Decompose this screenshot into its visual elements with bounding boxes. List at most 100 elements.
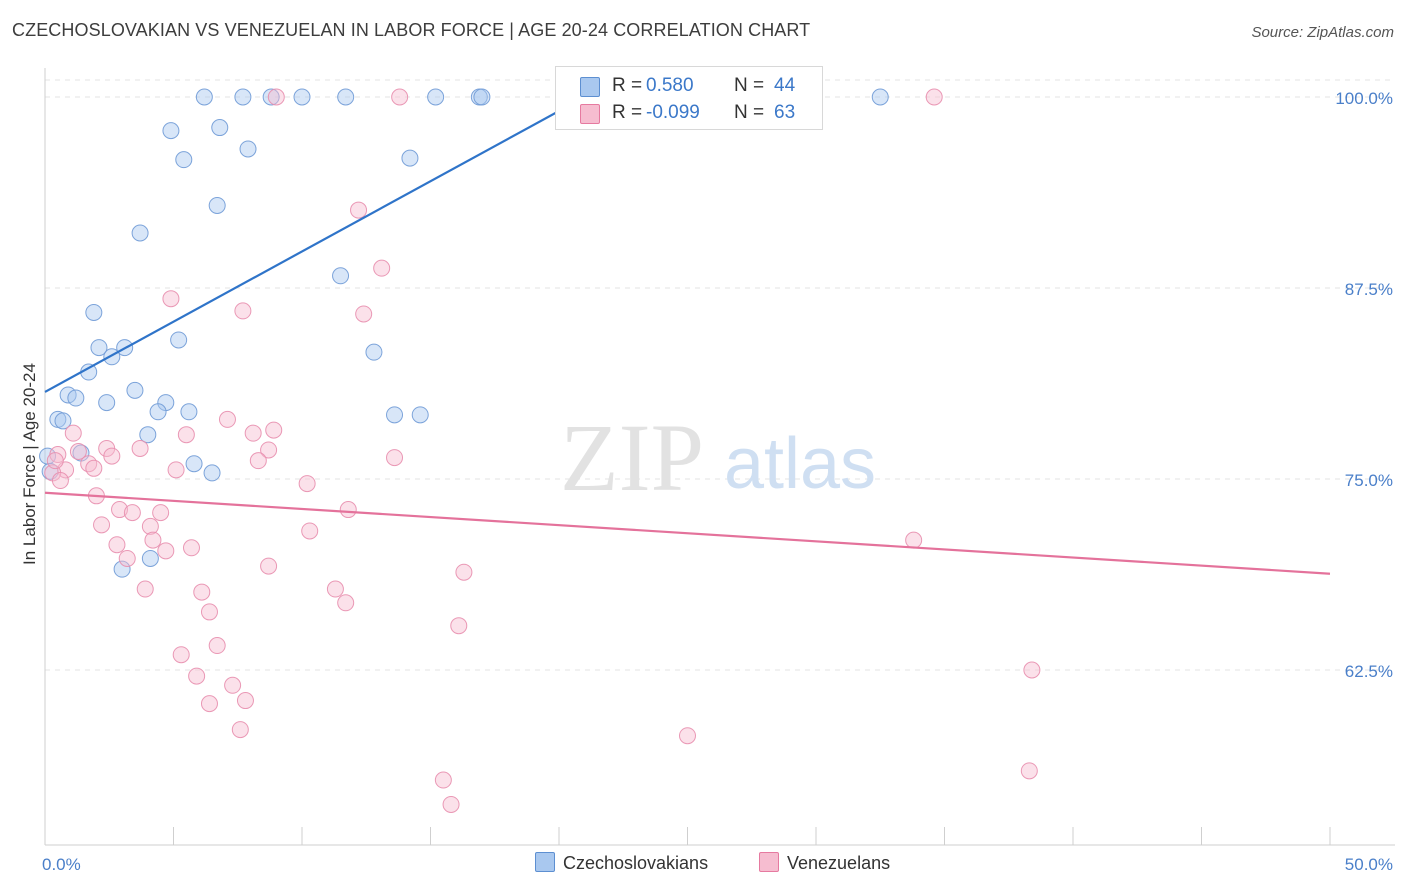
data-point <box>905 531 923 549</box>
chart-title: CZECHOSLOVAKIAN VS VENEZUELAN IN LABOR F… <box>12 20 811 40</box>
data-point <box>85 303 103 321</box>
data-point <box>267 88 285 106</box>
data-point <box>1020 762 1038 780</box>
data-points <box>39 88 1041 813</box>
watermark: ZIP atlas <box>560 404 876 511</box>
data-point <box>200 603 218 621</box>
data-point <box>118 549 136 567</box>
data-point <box>141 517 159 535</box>
y-tick-label: 87.5% <box>1345 280 1393 299</box>
data-point <box>64 424 82 442</box>
data-point <box>144 531 162 549</box>
data-point <box>139 426 157 444</box>
watermark-atlas: atlas <box>724 424 876 504</box>
legend-r-label: R = <box>612 102 643 123</box>
y-tick-label: 100.0% <box>1335 89 1393 108</box>
data-point <box>218 410 236 428</box>
series-legend-venezuelans: Venezuelans <box>759 852 890 874</box>
series-czechoslovakians <box>39 88 889 578</box>
data-point <box>386 449 404 467</box>
data-point <box>98 394 116 412</box>
data-point <box>365 343 383 361</box>
data-point <box>162 290 180 308</box>
data-point <box>152 504 170 522</box>
data-point <box>234 302 252 320</box>
y-tick-label: 75.0% <box>1345 471 1393 490</box>
data-point <box>260 557 278 575</box>
series-swatch-venezuelans <box>759 852 779 872</box>
data-point <box>260 441 278 459</box>
data-point <box>301 522 319 540</box>
legend-swatch-czechoslovakians <box>580 77 600 97</box>
legend-r-value: -0.099 <box>646 102 700 123</box>
data-point <box>149 403 167 421</box>
data-point <box>170 331 188 349</box>
data-point <box>239 140 257 158</box>
tick-labels: 62.5% 75.0% 87.5% 100.0% 0.0% 50.0% <box>42 89 1393 874</box>
data-point <box>136 580 154 598</box>
data-point <box>337 594 355 612</box>
data-point <box>185 455 203 473</box>
legend-n-value: 44 <box>774 75 796 96</box>
data-point <box>262 88 280 106</box>
data-point <box>203 464 221 482</box>
stats-legend: R = 0.580 N = 44 R = -0.099 N = 63 <box>555 66 823 130</box>
data-point <box>180 403 198 421</box>
series-label-venezuelans: Venezuelans <box>787 853 891 873</box>
grid-lines <box>45 79 1395 671</box>
data-point <box>244 424 262 442</box>
data-point <box>131 439 149 457</box>
data-point <box>391 88 409 106</box>
data-point <box>193 583 211 601</box>
data-point <box>925 88 943 106</box>
data-point <box>326 580 344 598</box>
legend-r-label: R = <box>612 75 643 96</box>
data-point <box>473 88 491 106</box>
data-point <box>157 542 175 560</box>
data-point <box>871 88 889 106</box>
data-point <box>167 461 185 479</box>
data-point <box>175 151 193 169</box>
data-point <box>679 727 696 745</box>
x-tick-label-max: 50.0% <box>1345 855 1393 874</box>
data-point <box>442 795 460 813</box>
watermark-zip: ZIP <box>560 404 704 511</box>
trend-lines <box>44 96 1331 575</box>
axes <box>44 68 1395 846</box>
data-point <box>332 267 350 285</box>
data-point <box>234 88 252 106</box>
data-point <box>427 88 445 106</box>
legend-swatch-venezuelans <box>580 104 600 124</box>
data-point <box>69 442 87 460</box>
data-point <box>208 196 226 214</box>
data-point <box>211 119 229 137</box>
data-point <box>123 504 141 522</box>
data-point <box>355 305 373 323</box>
data-point <box>108 536 126 554</box>
data-point <box>177 426 195 444</box>
data-point <box>51 472 69 490</box>
data-point <box>265 421 283 439</box>
data-point <box>1023 661 1041 679</box>
legend-n-label: N = <box>734 75 765 96</box>
data-point <box>85 459 103 477</box>
data-point <box>208 637 226 655</box>
data-point <box>182 539 200 557</box>
legend-n-label: N = <box>734 102 765 123</box>
data-point <box>46 452 64 470</box>
data-point <box>131 224 149 242</box>
data-point <box>249 452 267 470</box>
data-point <box>195 88 213 106</box>
legend-r-value: 0.580 <box>646 75 694 96</box>
data-point <box>339 501 357 519</box>
data-point <box>93 516 111 534</box>
series-legend-czechoslovakians: Czechoslovakians <box>535 852 708 874</box>
data-point <box>111 501 129 519</box>
trend-line-czechoslovakians <box>44 96 586 393</box>
data-point <box>411 406 429 424</box>
legend-row-czechoslovakians: R = 0.580 N = 44 <box>556 73 822 101</box>
series-label-czechoslovakians: Czechoslovakians <box>563 853 709 873</box>
data-point <box>373 259 391 277</box>
y-tick-label: 62.5% <box>1345 662 1393 681</box>
